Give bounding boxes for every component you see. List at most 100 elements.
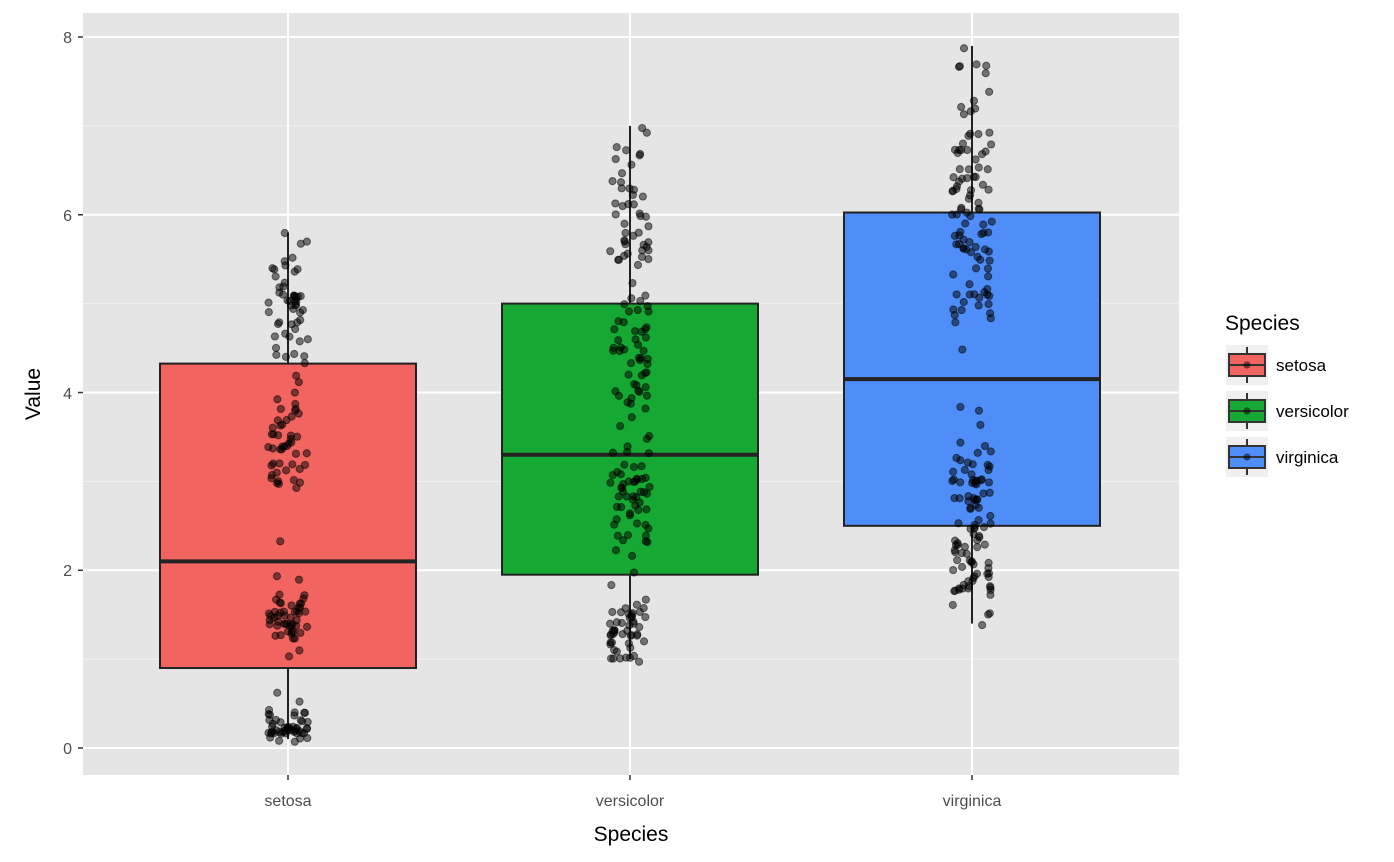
data-point xyxy=(623,249,632,258)
data-point xyxy=(971,242,980,252)
data-point xyxy=(272,468,281,477)
data-point xyxy=(985,488,994,497)
data-point xyxy=(264,298,273,307)
data-point xyxy=(643,354,652,364)
data-point xyxy=(632,519,642,528)
data-point xyxy=(621,228,630,238)
data-point xyxy=(624,307,634,316)
data-point xyxy=(642,434,652,443)
data-point xyxy=(620,460,629,469)
data-point xyxy=(954,519,963,528)
x-tick-label-setosa: setosa xyxy=(264,793,311,810)
data-point xyxy=(609,346,618,355)
data-point xyxy=(627,160,636,169)
data-point xyxy=(965,280,974,289)
data-point xyxy=(613,531,622,540)
data-point xyxy=(972,60,981,69)
data-point xyxy=(280,257,289,266)
data-point xyxy=(948,467,958,476)
data-point xyxy=(980,288,989,297)
data-point xyxy=(296,308,305,317)
data-point xyxy=(639,346,648,355)
data-point xyxy=(635,623,644,632)
data-point xyxy=(629,617,638,626)
data-point xyxy=(984,272,993,281)
data-point xyxy=(288,460,297,469)
data-point xyxy=(608,607,617,617)
data-point xyxy=(294,409,303,418)
data-point xyxy=(644,307,653,316)
data-point xyxy=(983,569,992,578)
data-point xyxy=(612,647,621,656)
data-point xyxy=(264,308,273,317)
data-point xyxy=(976,255,985,264)
data-point xyxy=(612,502,622,511)
data-point xyxy=(290,607,299,616)
data-point xyxy=(614,492,623,501)
data-point xyxy=(617,169,627,178)
data-point xyxy=(295,646,304,655)
data-point xyxy=(635,151,644,160)
data-point xyxy=(633,630,642,639)
data-point xyxy=(958,584,967,593)
data-point xyxy=(632,493,641,502)
data-point xyxy=(977,150,987,159)
data-point xyxy=(971,264,981,273)
legend-key-setosa xyxy=(1226,345,1268,385)
data-point xyxy=(302,622,312,632)
data-point xyxy=(627,358,636,368)
data-point xyxy=(273,395,282,404)
data-point xyxy=(642,128,651,137)
legend-key-virginica xyxy=(1226,437,1268,477)
data-point xyxy=(963,174,972,183)
data-point xyxy=(641,537,650,546)
data-point xyxy=(983,264,993,273)
data-point xyxy=(964,194,973,203)
data-point xyxy=(642,505,651,514)
data-point xyxy=(300,708,310,717)
data-point xyxy=(300,460,310,470)
data-point xyxy=(632,381,641,390)
data-point xyxy=(631,335,640,344)
data-point xyxy=(291,449,301,458)
data-point xyxy=(952,184,961,194)
data-point xyxy=(629,568,639,577)
data-point xyxy=(958,562,967,572)
data-point xyxy=(276,404,285,414)
legend-point xyxy=(1243,453,1251,461)
data-point xyxy=(955,177,964,186)
data-point xyxy=(958,345,967,354)
data-point xyxy=(624,639,634,648)
data-point xyxy=(642,489,652,498)
data-point xyxy=(986,314,995,323)
data-point xyxy=(957,306,966,315)
data-point xyxy=(969,172,978,181)
data-point xyxy=(968,460,977,469)
data-point xyxy=(986,447,995,456)
data-point xyxy=(290,388,299,397)
data-point xyxy=(296,315,305,325)
data-point xyxy=(303,335,312,344)
data-point xyxy=(629,231,638,240)
data-point xyxy=(974,163,983,172)
data-point xyxy=(300,352,309,361)
legend-label-versicolor: versicolor xyxy=(1276,402,1349,421)
data-point xyxy=(276,599,286,608)
data-point xyxy=(620,219,629,228)
data-point xyxy=(969,529,978,539)
data-point xyxy=(268,444,277,453)
data-point xyxy=(623,447,632,457)
data-point xyxy=(639,240,648,249)
data-point xyxy=(296,628,305,638)
data-point xyxy=(979,523,989,532)
data-point xyxy=(984,478,994,487)
data-point xyxy=(963,145,972,155)
data-point xyxy=(274,431,283,440)
data-point xyxy=(284,652,294,661)
data-point xyxy=(960,465,969,475)
data-point xyxy=(965,290,974,299)
data-point xyxy=(276,537,285,546)
data-point xyxy=(636,211,645,221)
data-point xyxy=(294,575,304,584)
data-point xyxy=(612,143,621,152)
